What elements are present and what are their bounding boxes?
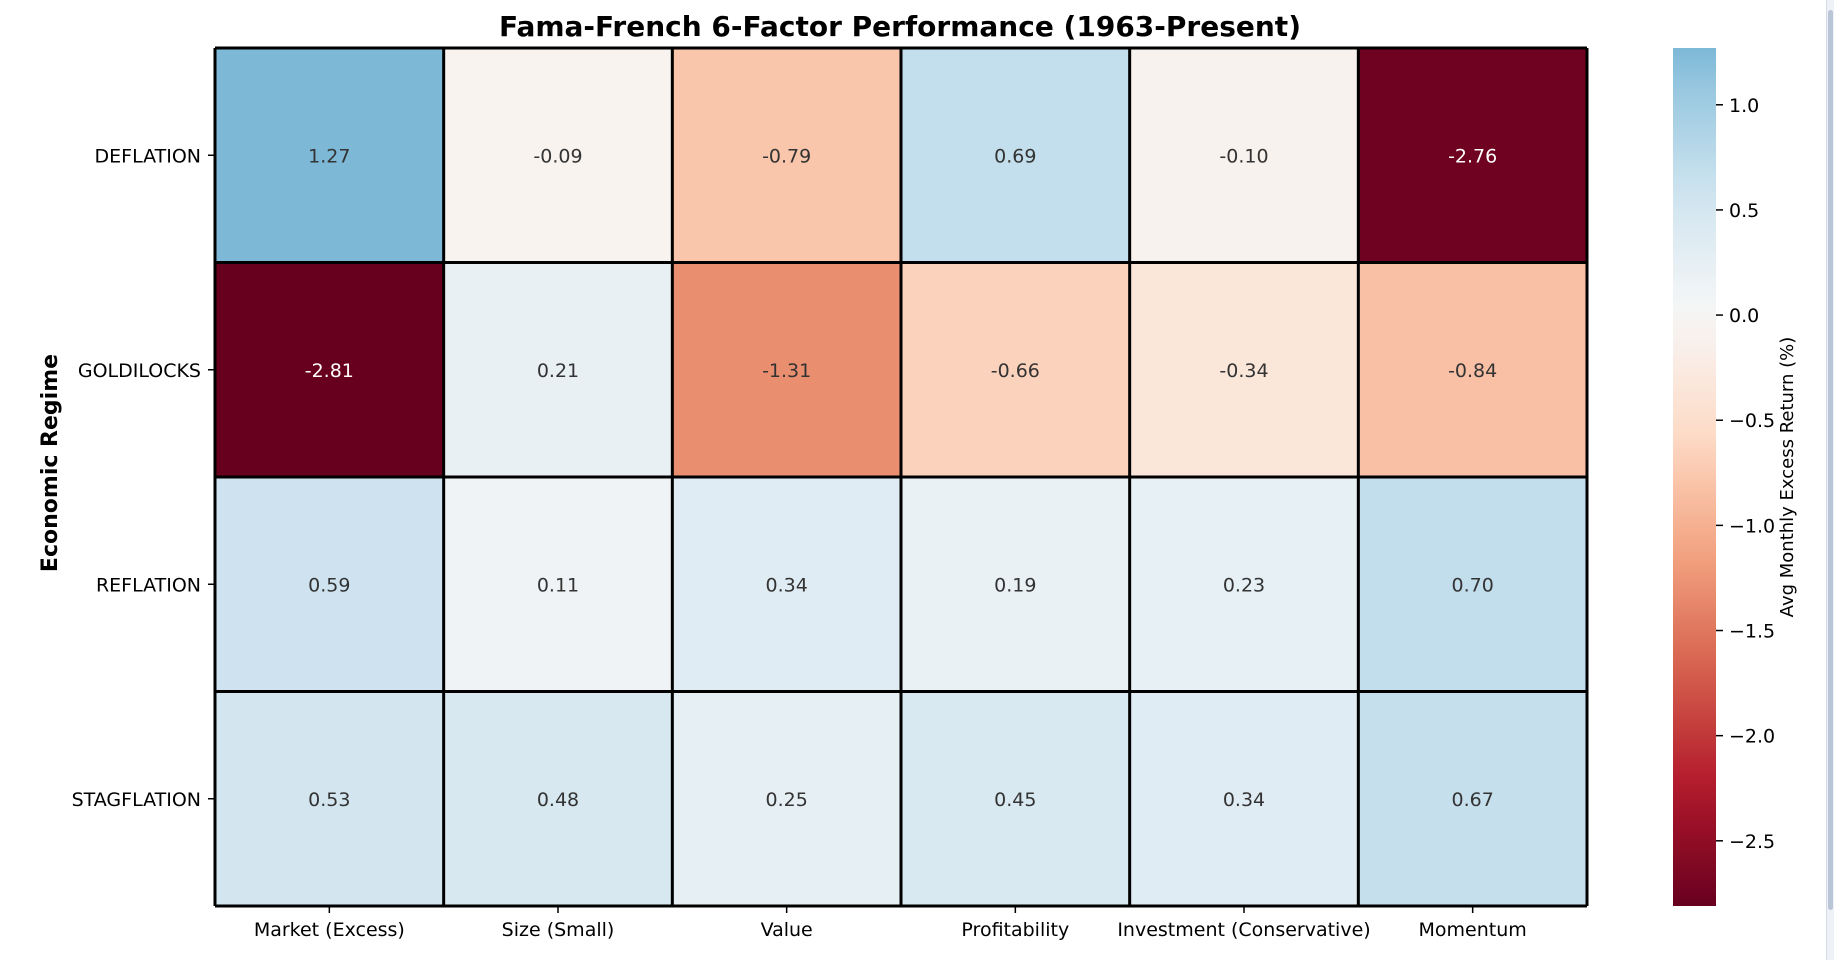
column-label: Value — [761, 919, 813, 941]
row-label: GOLDILOCKS — [78, 360, 201, 382]
colorbar-tick-label: 0.0 — [1729, 305, 1759, 327]
cell-value-label: -0.79 — [762, 145, 811, 167]
colorbar-gradient — [1673, 48, 1716, 906]
cell-value-label: -0.34 — [1219, 360, 1268, 382]
heatmap-cell — [1358, 477, 1587, 692]
scrollbar[interactable] — [1826, 0, 1834, 960]
cell-value-label: 0.53 — [308, 789, 350, 811]
cell-value-label: -2.81 — [305, 360, 354, 382]
heatmap-cell — [443, 477, 673, 692]
column-label: Investment (Conservative) — [1117, 919, 1370, 941]
colorbar-tick-label: 0.5 — [1729, 200, 1759, 222]
heatmap-cell — [215, 262, 444, 477]
colorbar-tick-label: −1.5 — [1729, 621, 1775, 643]
cell-value-label: 0.11 — [537, 574, 579, 596]
heatmap-cell — [901, 262, 1130, 477]
colorbar-tick-label: −1.0 — [1729, 515, 1775, 537]
colorbar-tick-label: −0.5 — [1729, 410, 1775, 432]
heatmap-cell — [901, 691, 1130, 906]
cell-value-label: -0.84 — [1448, 360, 1497, 382]
cell-value-label: 0.21 — [537, 360, 579, 382]
heatmap-cell — [443, 262, 673, 477]
heatmap-cell — [672, 48, 901, 263]
column-label: Profitability — [961, 919, 1069, 941]
colorbar-tick-label: 1.0 — [1729, 95, 1759, 117]
scrollbar-thumb[interactable] — [1828, 10, 1833, 910]
heatmap-cell — [215, 48, 444, 263]
row-label: DEFLATION — [95, 145, 202, 167]
cell-value-label: 0.48 — [537, 789, 579, 811]
colorbar-label: Avg Monthly Excess Return (%) — [1777, 337, 1798, 618]
cell-value-label: -0.10 — [1219, 145, 1268, 167]
cell-value-label: 0.70 — [1452, 574, 1494, 596]
cell-value-label: 0.67 — [1452, 789, 1494, 811]
cell-value-label: 0.59 — [308, 574, 350, 596]
heatmap-cell — [672, 477, 901, 692]
cell-value-label: 0.19 — [994, 574, 1036, 596]
heatmap-cell — [1129, 691, 1359, 906]
heatmap-cell — [1129, 48, 1359, 263]
cell-value-label: 0.23 — [1223, 574, 1265, 596]
column-labels: Market (Excess) Size (Small) Value Profitab… — [254, 906, 1527, 941]
heatmap-cell — [1358, 691, 1587, 906]
heatmap-cell — [1129, 262, 1359, 477]
colorbar: 1.0 0.5 0.0 −0.5 −1.0 −1.5 −2.0 −2.5 — [1673, 48, 1775, 906]
cell-value-label: 0.34 — [1223, 789, 1265, 811]
cell-value-label: 0.34 — [766, 574, 808, 596]
cell-value-label: 0.25 — [766, 789, 808, 811]
row-labels: DEFLATION GOLDILOCKS REFLATION STAGFLATION — [72, 145, 215, 811]
row-label: REFLATION — [96, 574, 201, 596]
column-label: Momentum — [1419, 919, 1527, 941]
cell-value-label: -0.66 — [991, 360, 1040, 382]
colorbar-tick-label: −2.0 — [1729, 726, 1775, 748]
cell-value-label: 0.69 — [994, 145, 1036, 167]
heatmap-cell — [672, 691, 901, 906]
heatmap-cell — [672, 262, 901, 477]
heatmap-cells: 1.27 -0.09 -0.79 0.69 -0.10 -2.76 -2.81 0.21 -1.… — [215, 48, 1587, 906]
heatmap-grid — [213, 46, 1589, 908]
colorbar-tick-label: −2.5 — [1729, 831, 1775, 853]
cell-value-label: -2.76 — [1448, 145, 1497, 167]
chart-title: Fama-French 6-Factor Performance (1963-P… — [499, 10, 1301, 43]
y-axis-label: Economic Regime — [38, 354, 63, 572]
heatmap-cell — [901, 48, 1130, 263]
heatmap-cell — [443, 48, 673, 263]
heatmap-cell — [443, 691, 673, 906]
column-label: Market (Excess) — [254, 919, 405, 941]
cell-value-label: 0.45 — [994, 789, 1036, 811]
heatmap-cell — [1129, 477, 1359, 692]
heatmap-cell — [1358, 262, 1587, 477]
row-label: STAGFLATION — [72, 789, 201, 811]
column-label: Size (Small) — [502, 919, 615, 941]
cell-value-label: -0.09 — [533, 145, 582, 167]
heatmap-cell — [901, 477, 1130, 692]
cell-value-label: -1.31 — [762, 360, 811, 382]
heatmap-cell — [1358, 48, 1587, 263]
cell-value-label: 1.27 — [308, 145, 350, 167]
heatmap-cell — [215, 477, 444, 692]
heatmap-cell — [215, 691, 444, 906]
